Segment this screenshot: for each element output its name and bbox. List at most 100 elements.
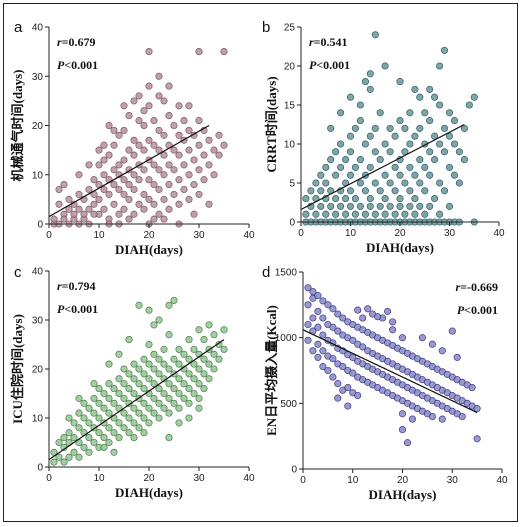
data-point [170,121,178,130]
y-axis-title: 机械通气时间(days) [10,70,25,182]
correlation-r-label: r=0.794 [57,279,96,293]
data-point [314,323,322,331]
data-point [180,185,188,194]
data-point [100,156,108,164]
data-point [175,419,183,427]
data-point [125,414,133,422]
data-point [110,429,118,437]
data-point [155,166,163,174]
data-point [160,404,168,412]
data-point [85,205,93,213]
data-point [175,176,183,184]
p-value: <0.001 [316,58,350,72]
data-point [317,171,325,179]
data-point [418,334,426,342]
data-point [65,414,73,422]
p-value-label: P<0.001 [457,303,498,317]
data-point [304,336,312,344]
r-value: =-0.669 [460,280,498,294]
regression-line [48,339,225,461]
y-tick-label: 1500 [275,268,298,279]
data-point [344,402,352,410]
data-point [100,443,108,451]
data-point [396,78,404,86]
data-point [75,409,83,417]
data-point [90,409,98,417]
data-point [140,370,148,378]
data-point [384,307,392,315]
data-point [175,360,183,368]
data-point [332,148,340,156]
data-point [145,102,153,110]
data-point [115,131,123,139]
data-point [150,161,158,169]
y-tick-label: 0 [291,465,297,476]
data-point [130,389,138,398]
data-point [170,166,178,174]
data-point [445,163,454,171]
chart-panel-a: 0 10 20 30 40 0 10 20 30 40 DIAH(days) 机械通气时间(days)… [10,19,255,257]
data-point [65,453,73,461]
data-point [473,435,481,443]
x-tick-label: 10 [345,228,357,239]
data-point [60,434,68,442]
data-point [428,412,436,421]
data-point [130,151,138,159]
data-point [436,210,444,218]
data-point [115,210,123,218]
data-point [431,195,439,203]
data-point [135,141,143,149]
data-point [431,156,439,164]
data-point [90,394,98,402]
data-point [120,102,128,110]
data-point [445,132,454,140]
data-point [426,85,434,93]
data-point [195,48,203,56]
data-point [436,179,444,187]
data-point [110,448,118,456]
data-point [170,399,178,407]
data-point [337,163,345,171]
data-point [90,438,98,447]
r-symbol: r [57,35,62,49]
data-point [403,439,412,447]
data-point [105,409,113,417]
data-point [351,210,359,218]
data-point [195,190,203,198]
data-point [329,373,337,381]
data-point [371,148,379,156]
data-point [120,380,128,388]
data-point [135,92,143,100]
data-point [130,136,138,144]
data-point [175,389,183,398]
data-point [165,394,173,402]
data-point [346,202,355,210]
data-point [160,215,168,223]
data-point [470,93,478,101]
data-point [85,404,93,412]
data-point [312,179,320,187]
y-tick-label: 40 [32,23,44,34]
data-point [120,126,128,134]
data-point [411,195,419,203]
data-point [145,419,153,427]
data-point [205,136,213,144]
data-point [145,340,153,349]
data-point [455,148,463,156]
data-point [50,215,58,223]
data-point [185,370,193,378]
data-point [155,92,163,100]
chart-panel-d: 0 10 20 30 40 0 500 1000 1500 DIAH(days) EN日平均摄入量(… [262,264,508,502]
data-point [334,327,342,335]
data-point [304,320,312,329]
data-point [155,210,163,218]
data-point [90,380,98,388]
data-point [458,412,466,421]
data-point [160,389,168,398]
data-point [408,415,416,423]
data-point [155,355,163,363]
data-point [307,187,315,195]
data-point [60,181,68,189]
x-tick-label: 30 [444,228,456,239]
data-point [460,124,468,132]
